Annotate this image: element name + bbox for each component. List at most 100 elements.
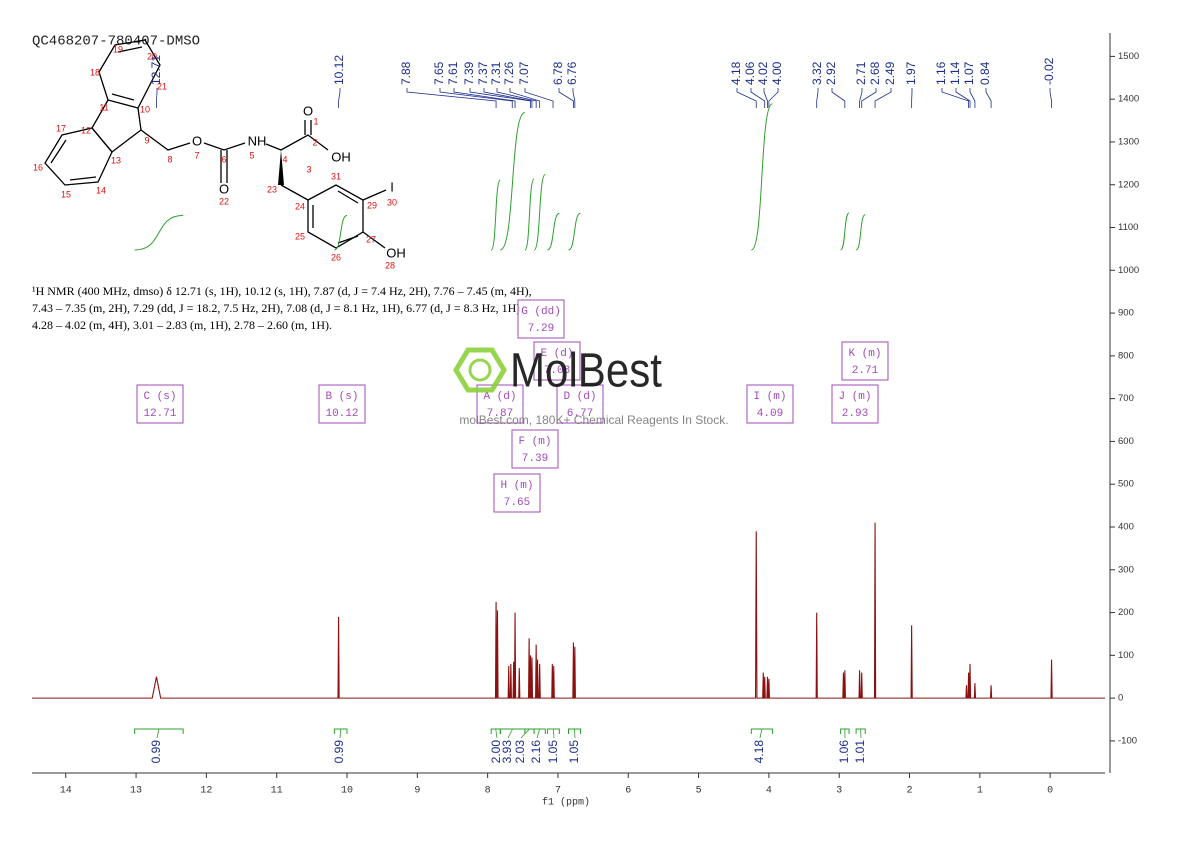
peak-label: 10.12 [332,55,346,85]
peak-label: 4.00 [770,61,784,85]
integral-connector [552,728,555,739]
peak-connector [955,88,971,108]
atom-label: O [219,181,229,196]
peak-label: 0.84 [978,61,992,85]
multiplet-shift: 6.77 [567,408,593,420]
peak-connector [969,88,976,108]
x-tick-label: 1 [977,786,983,797]
peak-connector [572,88,576,108]
peak-label: 7.61 [446,61,460,85]
atom-number: 28 [385,260,395,270]
integral-label: 0.99 [332,740,346,764]
atom-number: 25 [295,231,305,241]
atom-number: 31 [331,171,341,181]
x-axis-label: f1 (ppm) [542,797,590,809]
multiplet-box [136,384,184,424]
multiplet-shift: 4.09 [757,408,783,420]
peak-connector [558,88,574,108]
atom-number: 19 [113,44,123,54]
y-tick-label: 300 [1118,564,1134,575]
integral-curve [134,214,184,251]
peak-label: 6.78 [551,61,565,85]
atom-label: NH [248,133,267,148]
y-tick-label: 800 [1118,350,1134,361]
integral-label: 3.93 [500,740,514,764]
peak-label: 1.14 [948,61,962,85]
peak-label: 7.88 [399,61,413,85]
bond [265,134,329,151]
y-tick-label: 1000 [1118,265,1139,276]
x-tick-label: 13 [130,786,142,797]
x-tick-label: 0 [1047,786,1053,797]
y-tick-label: 1500 [1118,51,1139,62]
multiplet-name: J (m) [838,391,871,403]
bond [111,93,135,101]
integral-curve [334,214,348,251]
multiplet-box [517,299,565,339]
description-line: 4.28 – 4.02 (m, 4H), 3.01 – 2.83 (m, 1H)… [32,318,332,332]
multiplet-shift: 10.12 [325,408,358,420]
peak-label: 4.02 [756,61,770,85]
multiplet-name: C (s) [143,391,176,403]
peak-label: 7.07 [517,61,531,85]
bond [362,231,386,249]
y-tick-label: 1400 [1118,94,1139,105]
atom-number: 4 [282,154,287,164]
peak-connector [509,88,541,108]
atom-number: 22 [219,196,229,206]
y-tick-label: 500 [1118,479,1134,490]
integral-bracket [855,728,866,734]
peak-connector [985,88,992,108]
bond [50,139,67,164]
multiplet-name: D (d) [563,391,596,403]
multiplet-shift: 2.93 [842,408,868,420]
peak-label: 2.92 [824,61,838,85]
spectrum-line [32,522,1105,699]
molecule: O O NH OH O I OH [44,39,406,260]
atom-number: 13 [111,155,121,165]
peak-label: 1.97 [904,61,918,85]
integral-curve [750,103,773,251]
integral-label: 0.99 [149,740,163,764]
bond [69,176,97,181]
multiplet-shift: 7.08 [544,365,570,377]
atom-number: 15 [61,189,71,199]
watermark: MolBest molBest.com, 180K+ Chemical Reag… [453,345,729,427]
multiplet-name: A (d) [483,391,516,403]
multiplet-name: H (m) [500,480,533,492]
bond-ring [44,127,113,186]
peak-label: 1.16 [934,61,948,85]
peak-connector [338,88,341,108]
atom-number: 16 [33,162,43,172]
bond [337,190,359,204]
x-tick-label: 5 [696,786,702,797]
x-tick-label: 3 [836,786,842,797]
multiplet-name: B (s) [325,391,358,403]
multiplet-shift: 2.71 [852,365,879,377]
multiplet-box [831,384,879,424]
x-tick-label: 4 [766,786,772,797]
atom-number: 3 [306,164,311,174]
multiplet-box [841,341,889,381]
peak-connector [859,88,863,108]
x-tick-label: 12 [200,786,212,797]
peak-label: 2.71 [854,61,868,85]
peak-connector [453,88,516,108]
atom-number: 24 [295,201,305,211]
integral-curve [855,214,866,251]
peak-connector [874,88,892,108]
peak-label: 4.06 [743,61,757,85]
bond [203,142,246,151]
watermark-logo [453,347,507,393]
peak-label: 7.65 [432,61,446,85]
bond [140,129,191,151]
y-tick-label: 100 [1118,650,1134,661]
atom-number: 11 [99,102,108,112]
y-tick-label: 1200 [1118,179,1139,190]
bond [280,184,309,201]
y-tick-label: 600 [1118,436,1134,447]
multiplet-shift: 7.39 [522,453,548,465]
peak-connector [816,88,819,108]
description-line: 7.43 – 7.35 (m, 2H), 7.29 (dd, J = 18.2,… [32,301,523,315]
